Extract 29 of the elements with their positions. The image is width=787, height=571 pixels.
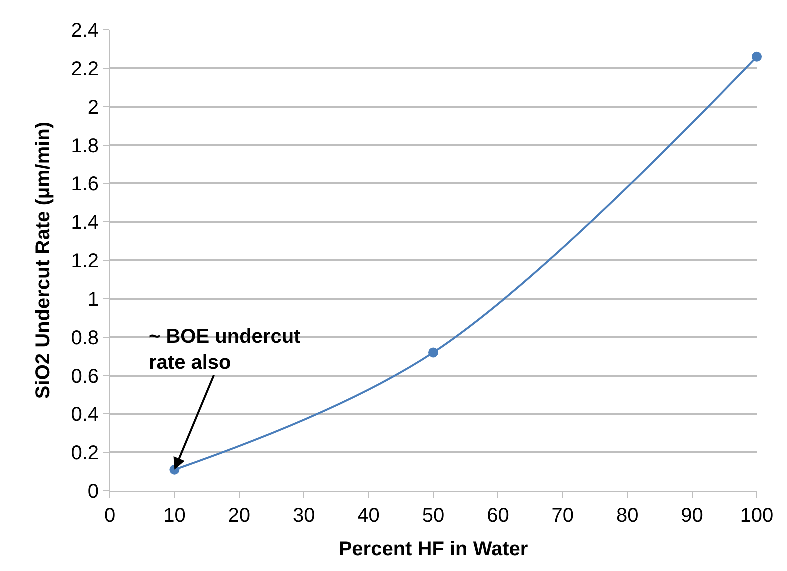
x-tick-label: 40	[358, 505, 380, 527]
x-tick-label: 20	[228, 505, 251, 527]
y-tick-label: 2.4	[71, 20, 99, 42]
x-tick-label: 10	[164, 505, 186, 527]
point	[428, 348, 438, 358]
point	[752, 52, 762, 62]
x-tick-label: 60	[487, 505, 510, 527]
y-tick-label: 2.2	[71, 58, 99, 80]
x-tick-label: 80	[616, 505, 639, 527]
y-tick-label: 1.8	[71, 135, 99, 158]
y-tick-label: 0.8	[71, 327, 99, 350]
y-tick-label: 1	[88, 288, 99, 311]
y-tick-label: 1.2	[71, 250, 99, 272]
y-tick-label: 1.4	[71, 212, 99, 234]
y-tick-label: 2	[88, 96, 99, 119]
y-tick-label: 0	[88, 481, 99, 503]
y-tick-label: 0.4	[71, 404, 99, 426]
x-tick-label: 90	[681, 505, 704, 527]
annotation: ~ BOE undercut rate also	[149, 326, 302, 374]
x-axis-title: Percent HF in Water	[338, 538, 528, 560]
x-tick-label: 70	[552, 505, 574, 527]
y-axis-title: SiO2 Undercut Rate (µm/min)	[32, 122, 55, 400]
y-tick-label: 0.6	[71, 366, 99, 388]
x-tick-label: 30	[292, 505, 316, 527]
x-tick-label: 100	[740, 505, 774, 527]
x-tick-label: 0	[104, 505, 116, 527]
x-tick-label: 50	[422, 505, 445, 527]
y-tick-label: 1.6	[71, 174, 99, 196]
y-tick-label: 0.2	[71, 442, 99, 465]
